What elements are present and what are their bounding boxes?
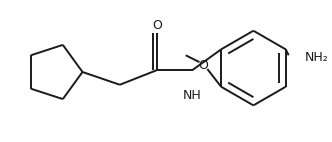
Text: O: O: [199, 59, 208, 72]
Text: NH: NH: [183, 89, 202, 102]
Text: O: O: [152, 19, 162, 32]
Text: NH₂: NH₂: [304, 51, 328, 64]
